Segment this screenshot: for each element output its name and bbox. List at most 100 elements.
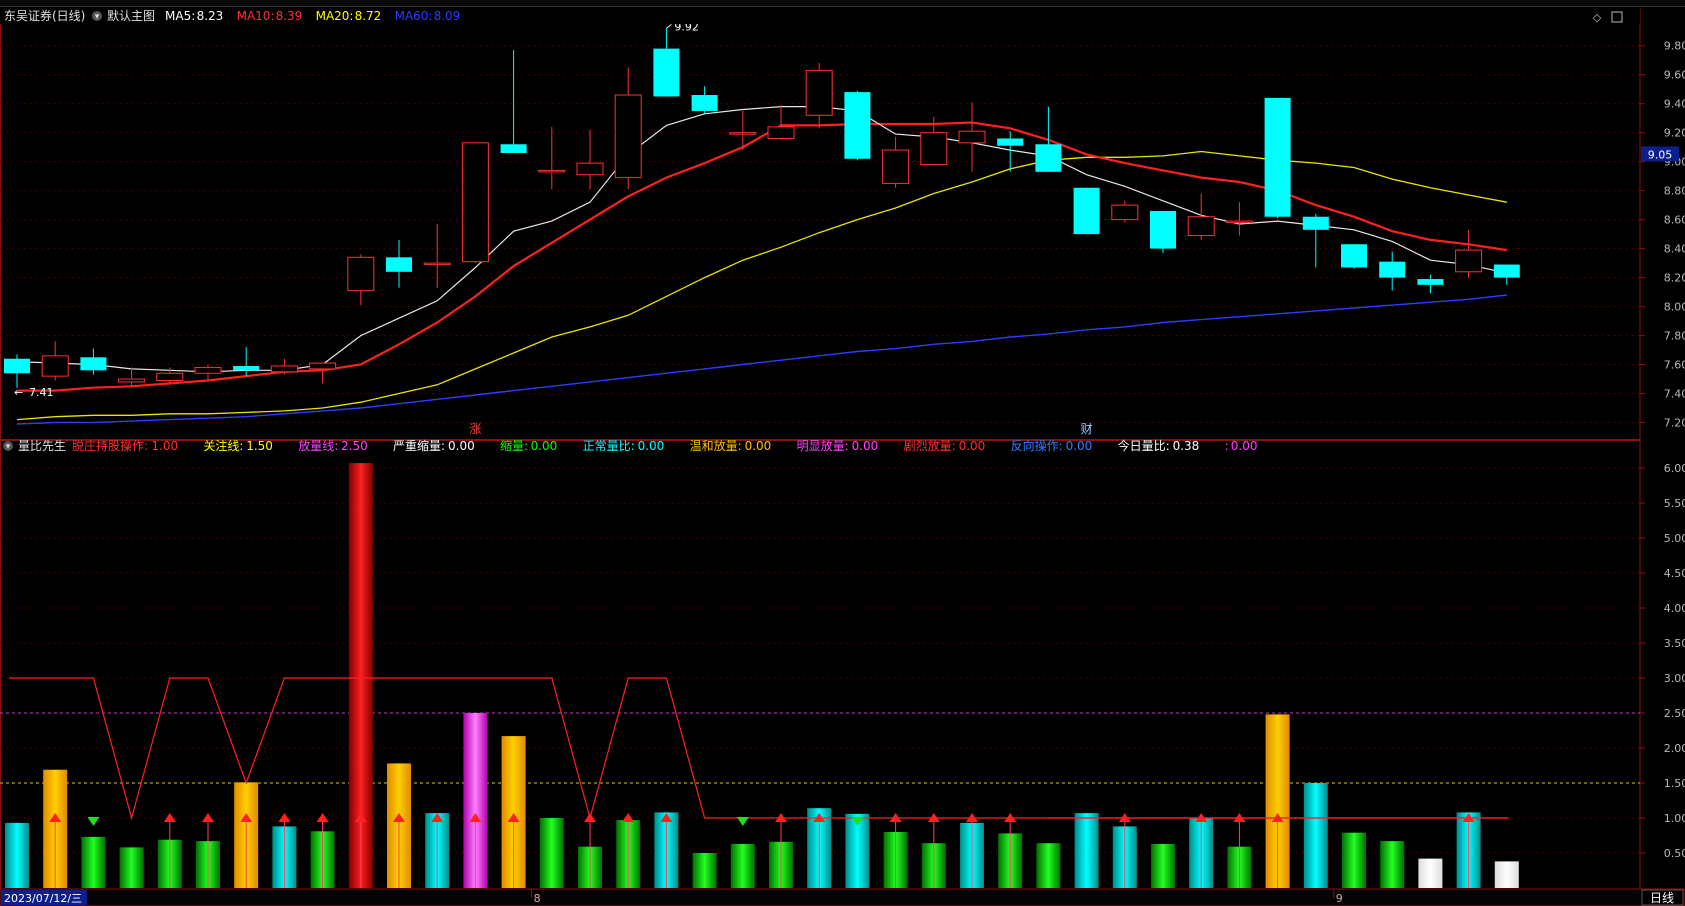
indicator-dropdown-icon[interactable]: [3, 441, 13, 451]
price-tick-label: 9.60: [1664, 69, 1685, 82]
price-tick-label: 7.20: [1664, 417, 1685, 430]
ma60-label: MA60:: [395, 9, 433, 23]
candle-body-up: [423, 262, 451, 266]
indicator-item-value: 1.50: [246, 439, 273, 453]
volume-ratio-bar: [81, 836, 106, 888]
vol-tick-label: 6.00: [1664, 462, 1685, 475]
ma20-line: [16, 150, 1507, 421]
volume-ratio-bar: [5, 822, 29, 888]
current-price-label: 9.05: [1648, 148, 1673, 161]
candle-body-up: [538, 169, 566, 173]
candle-body-up: [729, 132, 757, 135]
candle-body-down: [653, 48, 680, 97]
period-button-label: 日线: [1650, 891, 1674, 905]
ma5-value: 8.23: [197, 9, 224, 23]
candle-body-down: [1341, 244, 1367, 268]
template-dropdown-icon[interactable]: [92, 11, 102, 21]
price-tick-label: 8.80: [1664, 185, 1685, 198]
indicator-item-value: 0.00: [852, 439, 879, 453]
indicator-item-label: 关注线:: [203, 438, 243, 453]
candle-body-down: [1302, 216, 1329, 230]
low-arrow-icon: ←: [14, 386, 23, 399]
up-signal-marker: [202, 813, 214, 822]
main-header-bg: [0, 8, 1640, 24]
ma10-label: MA10:: [237, 9, 275, 23]
up-signal-marker: [469, 813, 482, 822]
candle-body-down: [233, 365, 260, 371]
high-marker-line: [666, 23, 672, 29]
candle-body-down: [1379, 261, 1406, 278]
indicator-item-label: 脱庄持股操作:: [72, 438, 148, 453]
candle-body-down: [1035, 144, 1062, 172]
indicator-item-value: 0.38: [1173, 439, 1200, 453]
up-signal-marker: [240, 813, 253, 822]
indicator-item-label: 反向操作:: [1011, 438, 1063, 453]
vol-tick-label: 0.50: [1664, 847, 1685, 860]
chevron-down-icon: ▾: [6, 442, 11, 452]
price-tick-label: 8.40: [1664, 243, 1685, 256]
candle-body-down: [1264, 97, 1291, 217]
candle-body-up: [156, 372, 184, 381]
vol-tick-label: 4.50: [1664, 567, 1685, 580]
window-top-strip: [0, 0, 1685, 7]
price-tick-label: 9.20: [1664, 127, 1685, 140]
up-signal-marker: [1233, 813, 1246, 822]
period-button[interactable]: [1641, 889, 1684, 906]
volume-ratio-bar: [539, 818, 564, 888]
candle-body-down: [1493, 264, 1520, 278]
indicator-item-value: 0.00: [638, 439, 665, 453]
vol-tick-label: 5.00: [1664, 532, 1685, 545]
up-signal-marker: [316, 813, 329, 822]
up-signal-marker: [660, 813, 673, 822]
ma60-line: [16, 294, 1507, 425]
current-price-tag: [1641, 146, 1679, 162]
vol-tick-label: 1.00: [1664, 812, 1685, 825]
candle-body-up: [118, 378, 146, 383]
indicator-item-label: 温和放量:: [690, 438, 742, 453]
down-signal-marker: [87, 817, 100, 826]
candle-body-up: [347, 256, 375, 292]
price-tick-label: 7.40: [1664, 388, 1685, 401]
candle-body-down: [80, 357, 107, 371]
candle-body-down: [1150, 210, 1176, 249]
vol-tick-label: 4.00: [1664, 602, 1685, 615]
volume-ratio-bar: [1342, 832, 1366, 888]
up-signal-marker: [927, 813, 940, 822]
up-signal-marker: [1004, 813, 1017, 822]
volume-ratio-bar: [1380, 841, 1405, 888]
volume-ratio-bar: [1151, 843, 1175, 888]
ma5-line: [16, 105, 1507, 373]
date-axis-bar: [0, 888, 1685, 906]
candle-body-up: [1455, 249, 1483, 273]
ma5-label: MA5:: [165, 9, 195, 23]
volume-ratio-bar: [730, 843, 755, 888]
indicator-item-value: 0.00: [1066, 439, 1093, 453]
volume-ratio-bar: [1303, 783, 1328, 888]
indicator-name: 量比先生: [18, 439, 66, 453]
candle-body-up: [958, 130, 986, 144]
up-signal-marker: [1118, 813, 1131, 822]
volume-ratio-bar: [1074, 813, 1099, 888]
vol-tick-label: 2.50: [1664, 707, 1685, 720]
price-tick-label: 8.60: [1664, 214, 1685, 227]
up-signal-marker: [584, 813, 596, 822]
candle-body-up: [41, 355, 69, 377]
vol-tick-label: 2.00: [1664, 742, 1685, 755]
candle-body-up: [576, 162, 604, 176]
template-name: 默认主图: [107, 8, 155, 23]
maximize-icon[interactable]: [1611, 11, 1623, 23]
candle-body-up: [1111, 204, 1139, 221]
up-signal-marker: [813, 813, 826, 822]
candle-body-up: [882, 149, 910, 184]
price-tick-label: 7.80: [1664, 330, 1685, 343]
down-signal-marker: [736, 817, 749, 826]
up-signal-marker: [775, 813, 787, 822]
up-signal-marker: [431, 813, 444, 822]
date-label-bg: [1, 890, 87, 905]
indicator-item-value: 0.00: [531, 439, 558, 453]
date-start-label: 2023/07/12/三: [4, 892, 82, 905]
indicator-item-value: 0.00: [745, 439, 772, 453]
indicator-item-value: 0.00: [1231, 439, 1258, 453]
sub-header-bg: [1, 441, 1639, 454]
chevron-down-icon: ▾: [95, 12, 100, 22]
